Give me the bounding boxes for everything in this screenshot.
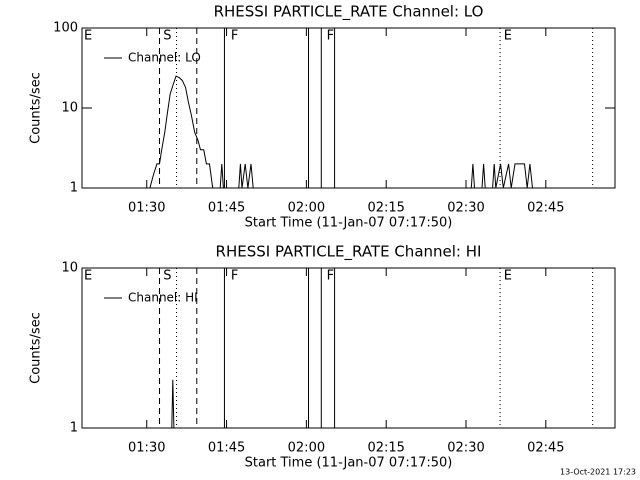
event-label: F bbox=[231, 269, 238, 284]
event-label: F bbox=[327, 269, 334, 284]
x-tick-label: 01:30 bbox=[128, 441, 165, 456]
x-axis-label: Start Time (11-Jan-07 07:17:50) bbox=[245, 456, 453, 471]
footer: 13-Oct-2021 17:23 bbox=[560, 468, 636, 477]
y-tick-label: 1 bbox=[70, 421, 78, 436]
chart-title: RHESSI PARTICLE_RATE Channel: HI bbox=[216, 243, 482, 262]
x-tick-label: 02:15 bbox=[367, 441, 404, 456]
y-axis-label: Counts/sec bbox=[29, 72, 44, 144]
event-label: S bbox=[163, 29, 171, 44]
x-tick-label: 02:30 bbox=[447, 201, 484, 216]
x-axis-label: Start Time (11-Jan-07 07:17:50) bbox=[245, 216, 453, 231]
x-tick-label: 01:30 bbox=[128, 201, 165, 216]
event-label: E bbox=[504, 29, 512, 44]
y-tick-label: 1 bbox=[70, 181, 78, 196]
y-tick-label: 10 bbox=[61, 101, 78, 116]
x-tick-label: 02:30 bbox=[447, 441, 484, 456]
x-tick-label: 02:00 bbox=[288, 441, 325, 456]
legend-label: Channel: HI bbox=[128, 291, 198, 305]
x-tick-label: 01:45 bbox=[208, 201, 245, 216]
x-tick-label: 01:45 bbox=[208, 441, 245, 456]
event-label: F bbox=[327, 29, 334, 44]
event-label: E bbox=[504, 269, 512, 284]
x-tick-label: 02:15 bbox=[367, 201, 404, 216]
y-tick-label: 100 bbox=[53, 21, 78, 36]
x-tick-label: 02:45 bbox=[527, 201, 564, 216]
data-line bbox=[149, 75, 533, 189]
x-tick-label: 02:45 bbox=[527, 441, 564, 456]
event-label: E bbox=[84, 269, 92, 284]
event-label: F bbox=[231, 29, 238, 44]
y-tick-label: 10 bbox=[61, 261, 78, 276]
legend-label: Channel: LO bbox=[128, 51, 201, 65]
chart-title: RHESSI PARTICLE_RATE Channel: LO bbox=[214, 3, 484, 22]
event-label: S bbox=[163, 269, 171, 284]
data-line bbox=[171, 379, 175, 429]
event-label: E bbox=[84, 29, 92, 44]
plot-frame bbox=[81, 267, 616, 429]
y-axis-label: Counts/sec bbox=[29, 312, 44, 384]
x-tick-label: 02:00 bbox=[288, 201, 325, 216]
